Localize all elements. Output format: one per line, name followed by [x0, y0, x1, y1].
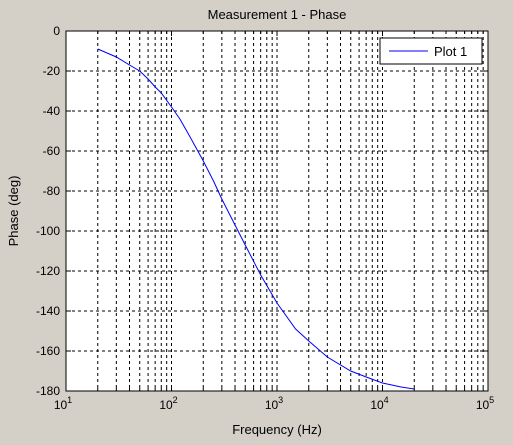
- x-tick-label-exponent: 4: [384, 395, 389, 405]
- x-axis-label: Frequency (Hz): [232, 422, 322, 437]
- y-tick-label: -20: [43, 64, 61, 78]
- y-tick-label: -80: [43, 184, 61, 198]
- x-tick-label-exponent: 2: [173, 395, 178, 405]
- x-tick-label-base: 10: [265, 398, 279, 412]
- y-tick-label: -120: [36, 264, 60, 278]
- x-tick-label-base: 10: [370, 398, 384, 412]
- y-tick-label: -160: [36, 344, 60, 358]
- y-axis-label: Phase (deg): [6, 176, 21, 247]
- x-tick-label-exponent: 1: [67, 395, 72, 405]
- legend-label-plot-1: Plot 1: [434, 44, 467, 59]
- legend: Plot 1: [379, 37, 483, 65]
- x-tick-label-base: 10: [476, 398, 490, 412]
- chart-title: Measurement 1 - Phase: [208, 7, 347, 22]
- y-tick-label: -140: [36, 304, 60, 318]
- x-tick-label: 101: [54, 395, 72, 412]
- series-layer: [97, 48, 415, 390]
- x-tick-label-exponent: 3: [278, 395, 283, 405]
- series-line-plot-1: [97, 48, 415, 390]
- y-tick-label: -100: [36, 224, 60, 238]
- y-tick-label: -180: [36, 384, 60, 398]
- x-tick-label: 103: [265, 395, 283, 412]
- x-tick-label-exponent: 5: [489, 395, 494, 405]
- x-tick-label: 105: [476, 395, 494, 412]
- y-tick-label: 0: [53, 24, 60, 38]
- grid-lines: [66, 31, 488, 391]
- y-tick-label: -40: [43, 104, 61, 118]
- y-tick-label: -60: [43, 144, 61, 158]
- x-tick-label-base: 10: [159, 398, 173, 412]
- x-tick-label: 104: [370, 395, 388, 412]
- x-tick-label-base: 10: [54, 398, 68, 412]
- x-tick-label: 102: [159, 395, 177, 412]
